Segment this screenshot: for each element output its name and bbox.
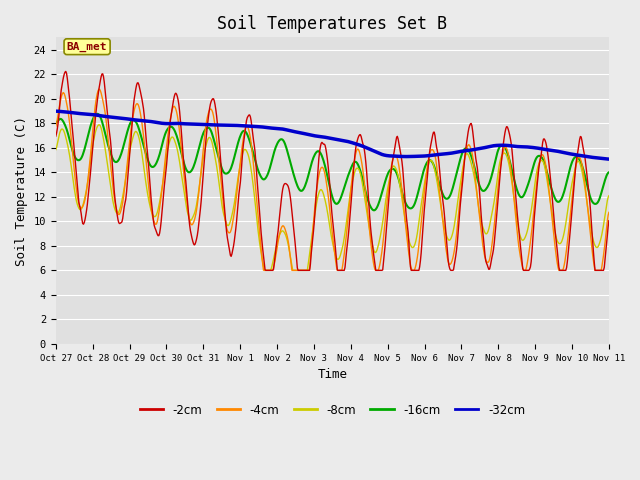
- -16cm: [52, 120, 60, 126]
- -8cm: [401, 217, 409, 223]
- -8cm: [261, 267, 269, 273]
- -32cm: [204, 122, 212, 128]
- -32cm: [52, 108, 60, 114]
- Line: -32cm: -32cm: [56, 111, 609, 159]
- -2cm: [120, 209, 127, 215]
- Title: Soil Temperatures Set B: Soil Temperatures Set B: [218, 15, 447, 33]
- -2cm: [205, 110, 212, 116]
- Y-axis label: Soil Temperature (C): Soil Temperature (C): [15, 116, 28, 265]
- -8cm: [176, 159, 184, 165]
- -32cm: [119, 116, 127, 121]
- -2cm: [605, 218, 612, 224]
- -32cm: [62, 109, 70, 115]
- -4cm: [176, 129, 184, 135]
- X-axis label: Time: Time: [317, 368, 348, 381]
- Line: -8cm: -8cm: [56, 125, 609, 270]
- -16cm: [120, 144, 127, 149]
- -2cm: [262, 267, 269, 273]
- Text: BA_met: BA_met: [67, 42, 108, 52]
- -32cm: [416, 154, 424, 159]
- -32cm: [175, 120, 182, 126]
- -4cm: [605, 210, 612, 216]
- -16cm: [176, 143, 184, 149]
- -32cm: [399, 154, 407, 159]
- -16cm: [401, 199, 409, 204]
- -16cm: [205, 125, 212, 131]
- -4cm: [52, 123, 60, 129]
- -16cm: [93, 111, 101, 117]
- -4cm: [205, 109, 212, 115]
- Line: -16cm: -16cm: [56, 114, 609, 210]
- -8cm: [605, 193, 612, 199]
- -32cm: [605, 156, 612, 162]
- -4cm: [260, 267, 268, 273]
- Line: -4cm: -4cm: [56, 89, 609, 270]
- -4cm: [95, 86, 102, 92]
- -8cm: [52, 147, 60, 153]
- -8cm: [95, 122, 102, 128]
- -2cm: [52, 133, 60, 139]
- -4cm: [417, 220, 425, 226]
- -16cm: [62, 124, 70, 130]
- -8cm: [120, 189, 127, 195]
- -8cm: [62, 134, 70, 140]
- -2cm: [417, 250, 425, 256]
- -2cm: [62, 69, 70, 74]
- -4cm: [401, 216, 409, 222]
- -8cm: [417, 202, 425, 208]
- -4cm: [120, 194, 127, 200]
- -16cm: [605, 169, 612, 175]
- Legend: -2cm, -4cm, -8cm, -16cm, -32cm: -2cm, -4cm, -8cm, -16cm, -32cm: [135, 399, 530, 421]
- Line: -2cm: -2cm: [56, 72, 609, 270]
- -4cm: [62, 96, 70, 102]
- -8cm: [205, 135, 212, 141]
- -2cm: [176, 108, 184, 114]
- -16cm: [417, 177, 425, 183]
- -16cm: [371, 207, 378, 213]
- -2cm: [63, 71, 70, 76]
- -2cm: [401, 197, 409, 203]
